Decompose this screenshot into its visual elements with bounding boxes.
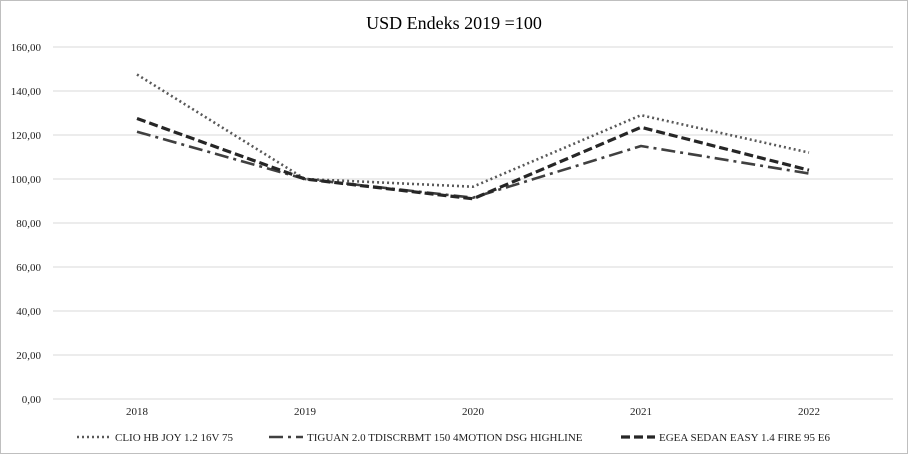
y-axis-ticks: 0,00 20,00 40,00 60,00 80,00 100,00 120,00 140,… <box>11 42 42 406</box>
series-line-2 <box>136 130 810 199</box>
x-tick-label: 2022 <box>798 406 820 418</box>
legend-label: CLIO HB JOY 1.2 16V 75 <box>115 432 233 444</box>
legend-label: EGEA SEDAN EASY 1.4 FIRE 95 E6 <box>659 432 831 444</box>
legend-label: TIGUAN 2.0 TDISCRBMT 150 4MOTION DSG HIG… <box>307 432 583 444</box>
series-line-1 <box>136 73 810 188</box>
y-tick-label: 80,00 <box>16 218 41 230</box>
gridlines <box>53 46 893 400</box>
chart-title: USD Endeks 2019 =100 <box>366 13 542 33</box>
x-tick-label: 2021 <box>630 406 652 418</box>
x-tick-label: 2018 <box>126 406 149 418</box>
y-tick-label: 60,00 <box>16 262 41 274</box>
y-tick-label: 160,00 <box>11 42 42 54</box>
y-tick-label: 40,00 <box>16 306 41 318</box>
y-tick-label: 140,00 <box>11 86 42 98</box>
y-tick-label: 0,00 <box>22 394 42 406</box>
y-tick-label: 100,00 <box>11 174 42 186</box>
series-line-3 <box>136 116 810 201</box>
y-tick-label: 120,00 <box>11 130 42 142</box>
x-tick-label: 2019 <box>294 406 317 418</box>
x-tick-label: 2020 <box>462 406 485 418</box>
legend: CLIO HB JOY 1.2 16V 75 TIGUAN 2.0 TDISCRB… <box>77 432 831 444</box>
y-tick-label: 20,00 <box>16 350 41 362</box>
series-lines <box>136 73 810 201</box>
x-axis-ticks: 2018 2019 2020 2021 2022 <box>126 406 820 418</box>
